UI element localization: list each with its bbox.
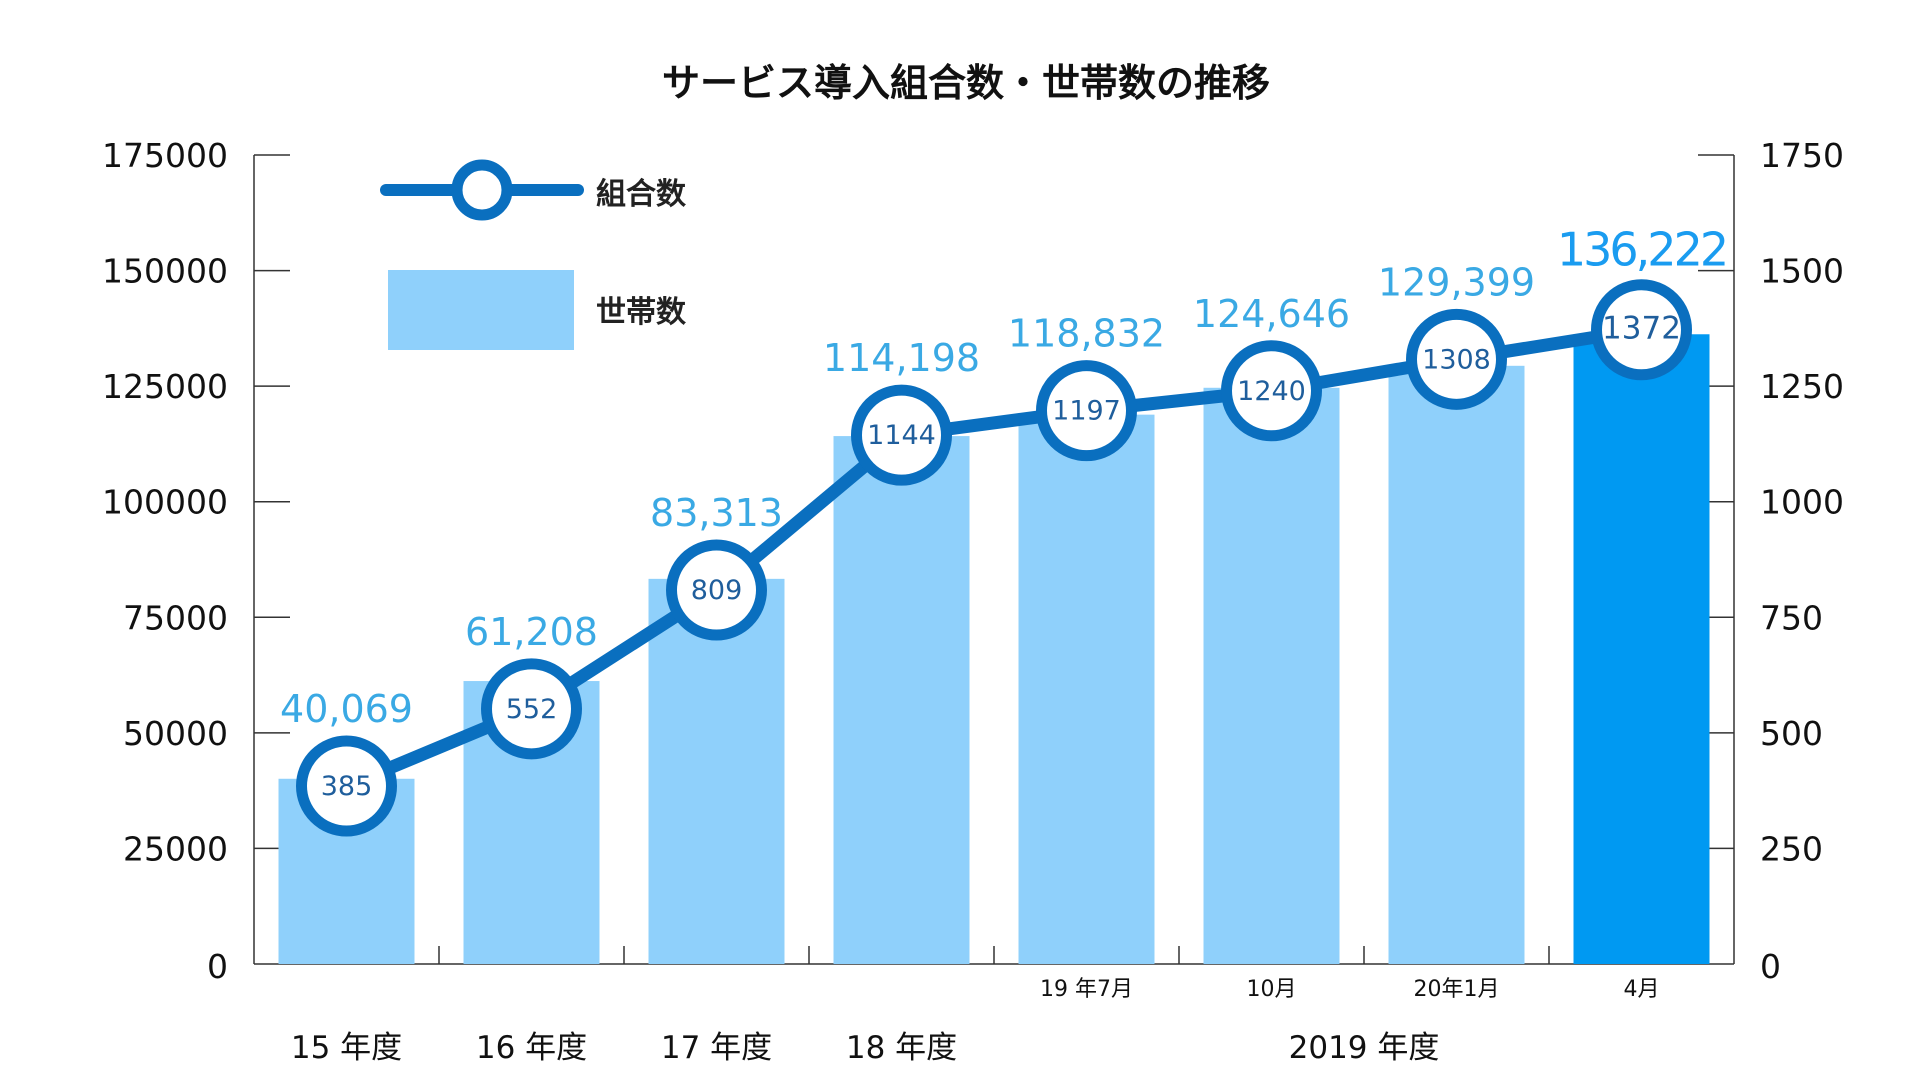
legend-bar-swatch [388,270,574,350]
bar-value-label: 61,208 [465,610,598,654]
left-tick-label: 125000 [102,367,228,406]
left-tick-label: 100000 [102,483,228,522]
line-marker [1221,340,1322,442]
bar [1203,387,1340,964]
legend-marker-swatch [451,159,513,221]
bar-value-label: 83,313 [650,491,783,535]
right-tick-label: 1250 [1760,367,1844,406]
x-sub-label: 19 年7月 [1040,977,1133,1002]
line-marker [851,384,952,486]
line-value-label: 1372 [1602,311,1681,347]
line-marker [1406,308,1507,410]
bar-labels: 40,069 61,208 83,313 114,198 118,832 124,646 1… [280,223,1729,731]
right-tick-label: 1500 [1760,252,1844,291]
left-tick-label: 0 [207,947,228,986]
legend-label-bar: 世帯数 [596,295,687,330]
line-marker [1591,279,1692,381]
left-tick-label: 75000 [123,598,228,637]
legend: 組合数 世帯数 [380,159,687,350]
left-tick-label: 50000 [123,714,228,753]
line-value-label: 1240 [1237,376,1306,407]
legend-label-line: 組合数 [596,177,687,212]
bar [1018,414,1155,965]
left-tick-label: 150000 [102,252,228,291]
x-group-label: 16 年度 [476,1030,587,1066]
bar-value-label: 124,646 [1193,292,1350,336]
right-tick-label: 1750 [1760,136,1844,175]
line-value-label: 809 [691,575,743,606]
right-tick-label: 750 [1760,598,1823,637]
bar [1388,365,1525,965]
left-tick-label: 25000 [123,829,228,868]
x-group-label: 15 年度 [291,1030,402,1066]
bar [648,578,785,964]
x-labels: 19 年7月 10月 20年1月 4月 15 年度 16 年度 17 年度 18 年度 2019… [291,977,1660,1066]
line-value-label: 1308 [1422,344,1491,375]
x-sub-label: 4月 [1624,977,1660,1002]
bar-value-label: 114,198 [823,336,980,380]
line-marker [481,658,582,760]
bar-value-label: 40,069 [280,687,413,731]
bar-value-label: 136,222 [1557,223,1726,277]
bar [1573,334,1710,965]
bar-value-label: 118,832 [1008,312,1165,356]
right-tick-label: 0 [1760,947,1781,986]
left-tick-label: 175000 [102,136,228,175]
chart-title: サービス導入組合数・世帯数の推移 [662,61,1270,105]
x-group-label: 18 年度 [846,1030,957,1066]
line-value-label: 1197 [1052,396,1121,427]
line-marker [296,735,397,837]
x-group-label: 17 年度 [661,1030,772,1066]
right-tick-label: 250 [1760,829,1823,868]
line-value-label: 1144 [867,420,936,451]
x-group-label: 2019 年度 [1289,1030,1440,1066]
bar [833,436,970,964]
line-layer: 385 552 809 1144 1197 1240 1308 1372 [296,279,1692,837]
line-value-label: 385 [321,771,373,802]
line-marker [1036,360,1137,462]
axes: 0 25000 50000 75000 100000 125000 150000 175000… [102,136,1844,986]
right-tick-label: 1000 [1760,483,1844,522]
line-value-label: 552 [506,694,558,725]
x-sub-label: 10月 [1247,977,1297,1002]
x-sub-label: 20年1月 [1414,977,1500,1002]
right-tick-label: 500 [1760,714,1823,753]
line-marker [666,539,767,641]
bar-value-label: 129,399 [1378,260,1535,304]
